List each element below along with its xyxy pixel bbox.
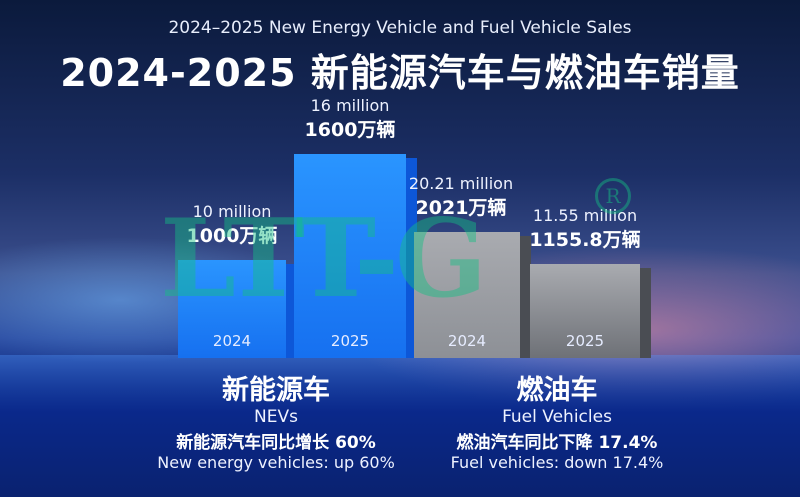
bar-year-label: 2024 [447,332,487,350]
bar-value-label: 10 million 1000万辆 [142,202,322,248]
value-label-zh: 1155.8万辆 [529,229,641,251]
chart-title-zh: 2024-2025 新能源汽车与燃油车销量 [60,51,740,95]
bar-front [414,232,520,358]
bar-1: 2025 [294,154,418,358]
bar-value-label: 16 million 1600万辆 [260,96,440,142]
nev-title-en: NEVs [254,407,298,427]
bar-year-label: 2025 [330,332,370,350]
bar-3: 2025 [530,264,652,358]
chart-title-en: 2024–2025 New Energy Vehicle and Fuel Ve… [168,18,632,38]
nev-title-zh: 新能源车 [222,375,330,406]
nev-summary: 新能源车 NEVs 新能源汽车同比增长 60% New energy vehic… [116,375,436,473]
bar-value-label: 11.55 million 1155.8万辆 [495,206,675,252]
fuel-stat-zh: 燃油汽车同比下降 17.4% [456,433,658,453]
value-label-zh: 1600万辆 [304,119,396,141]
fuel-title-en: Fuel Vehicles [502,407,612,427]
fuel-summary: 燃油车 Fuel Vehicles 燃油汽车同比下降 17.4% Fuel ve… [397,375,717,473]
registered-mark: R [595,178,631,214]
value-label-en: 11.55 million [532,206,638,225]
bar-year-label: 2025 [565,332,605,350]
bar-side [520,236,531,358]
value-label-zh: 1000万辆 [186,225,278,247]
bar-0: 2024 [178,260,298,358]
value-label-zh: 2021万辆 [415,197,507,219]
nev-stat-en: New energy vehicles: up 60% [157,453,395,472]
fuel-stat-en: Fuel vehicles: down 17.4% [450,453,664,472]
value-label-en: 16 million [310,96,390,115]
bar-side [406,158,417,358]
floor [0,355,800,497]
bar-front [178,260,286,358]
bar-value-label: 20.21 million 2021万辆 [371,174,551,220]
fuel-title-zh: 燃油车 [516,375,598,406]
value-label-en: 10 million [192,202,272,221]
value-label-en: 20.21 million [408,174,514,193]
bar-front [530,264,640,358]
bar-year-label: 2024 [212,332,252,350]
nev-stat-zh: 新能源汽车同比增长 60% [176,433,376,453]
bar-front [294,154,406,358]
bar-2: 2024 [414,232,532,358]
bar-side [286,264,297,358]
bar-side [640,268,651,358]
